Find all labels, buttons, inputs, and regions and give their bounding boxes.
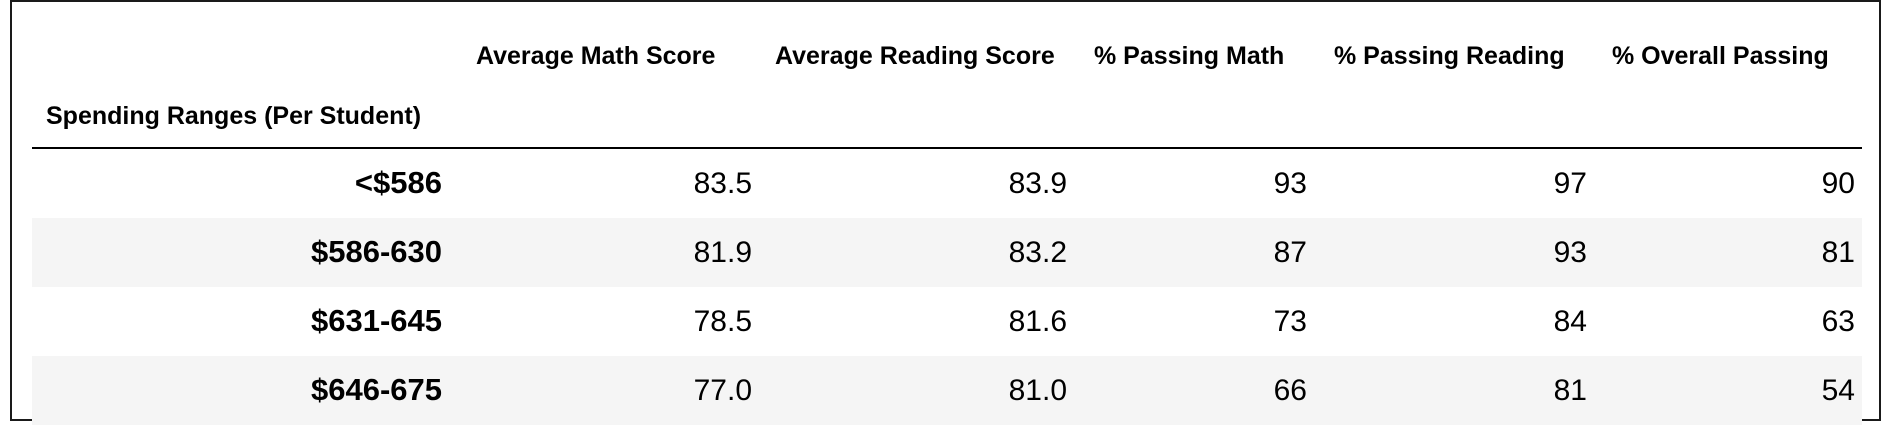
cell-average-math-score: 77.0 — [693, 374, 752, 407]
dataframe-output: Average Math Score Average Reading Score… — [10, 0, 1881, 425]
cell-percent-passing-reading: 84 — [1553, 305, 1587, 338]
cell-average-reading-score: 83.2 — [1008, 236, 1067, 269]
column-header-percent-passing-reading: % Passing Reading — [1334, 42, 1565, 70]
cell-percent-passing-math: 73 — [1273, 305, 1307, 338]
row-index-label: $586-630 — [310, 234, 442, 269]
row-index-label: $631-645 — [310, 303, 442, 338]
cell-percent-overall-passing: 90 — [1821, 167, 1855, 200]
cell-average-reading-score: 81.6 — [1008, 305, 1067, 338]
column-header-average-math-score: Average Math Score — [476, 42, 716, 70]
index-name-label: Spending Ranges (Per Student) — [46, 102, 422, 130]
cell-percent-passing-reading: 81 — [1553, 374, 1587, 407]
cell-percent-overall-passing: 63 — [1821, 305, 1855, 338]
row-index-label: <$586 — [354, 165, 442, 200]
cell-average-math-score: 78.5 — [693, 305, 752, 338]
row-index-label: $646-675 — [310, 372, 442, 407]
summary-table: Average Math Score Average Reading Score… — [32, 2, 1862, 425]
cell-average-math-score: 81.9 — [693, 236, 752, 269]
table-row: $586-630 81.9 83.2 87 93 81 — [32, 218, 1862, 287]
cell-percent-passing-reading: 93 — [1553, 236, 1587, 269]
column-header-percent-passing-math: % Passing Math — [1094, 42, 1285, 70]
column-header-average-reading-score: Average Reading Score — [775, 42, 1055, 70]
cell-average-math-score: 83.5 — [693, 167, 752, 200]
cell-average-reading-score: 83.9 — [1008, 167, 1067, 200]
cell-average-reading-score: 81.0 — [1008, 374, 1067, 407]
cell-percent-passing-math: 66 — [1273, 374, 1307, 407]
column-header-percent-overall-passing: % Overall Passing — [1612, 42, 1829, 70]
table-header: Average Math Score Average Reading Score… — [32, 2, 1862, 149]
table-row: $631-645 78.5 81.6 73 84 63 — [32, 287, 1862, 356]
cell-percent-passing-reading: 97 — [1553, 167, 1587, 200]
cell-percent-overall-passing: 81 — [1821, 236, 1855, 269]
cell-percent-passing-math: 87 — [1273, 236, 1307, 269]
table-row: $646-675 77.0 81.0 66 81 54 — [32, 356, 1862, 425]
cell-percent-passing-math: 93 — [1273, 167, 1307, 200]
cell-percent-overall-passing: 54 — [1821, 374, 1855, 407]
table-row: <$586 83.5 83.9 93 97 90 — [32, 149, 1862, 218]
